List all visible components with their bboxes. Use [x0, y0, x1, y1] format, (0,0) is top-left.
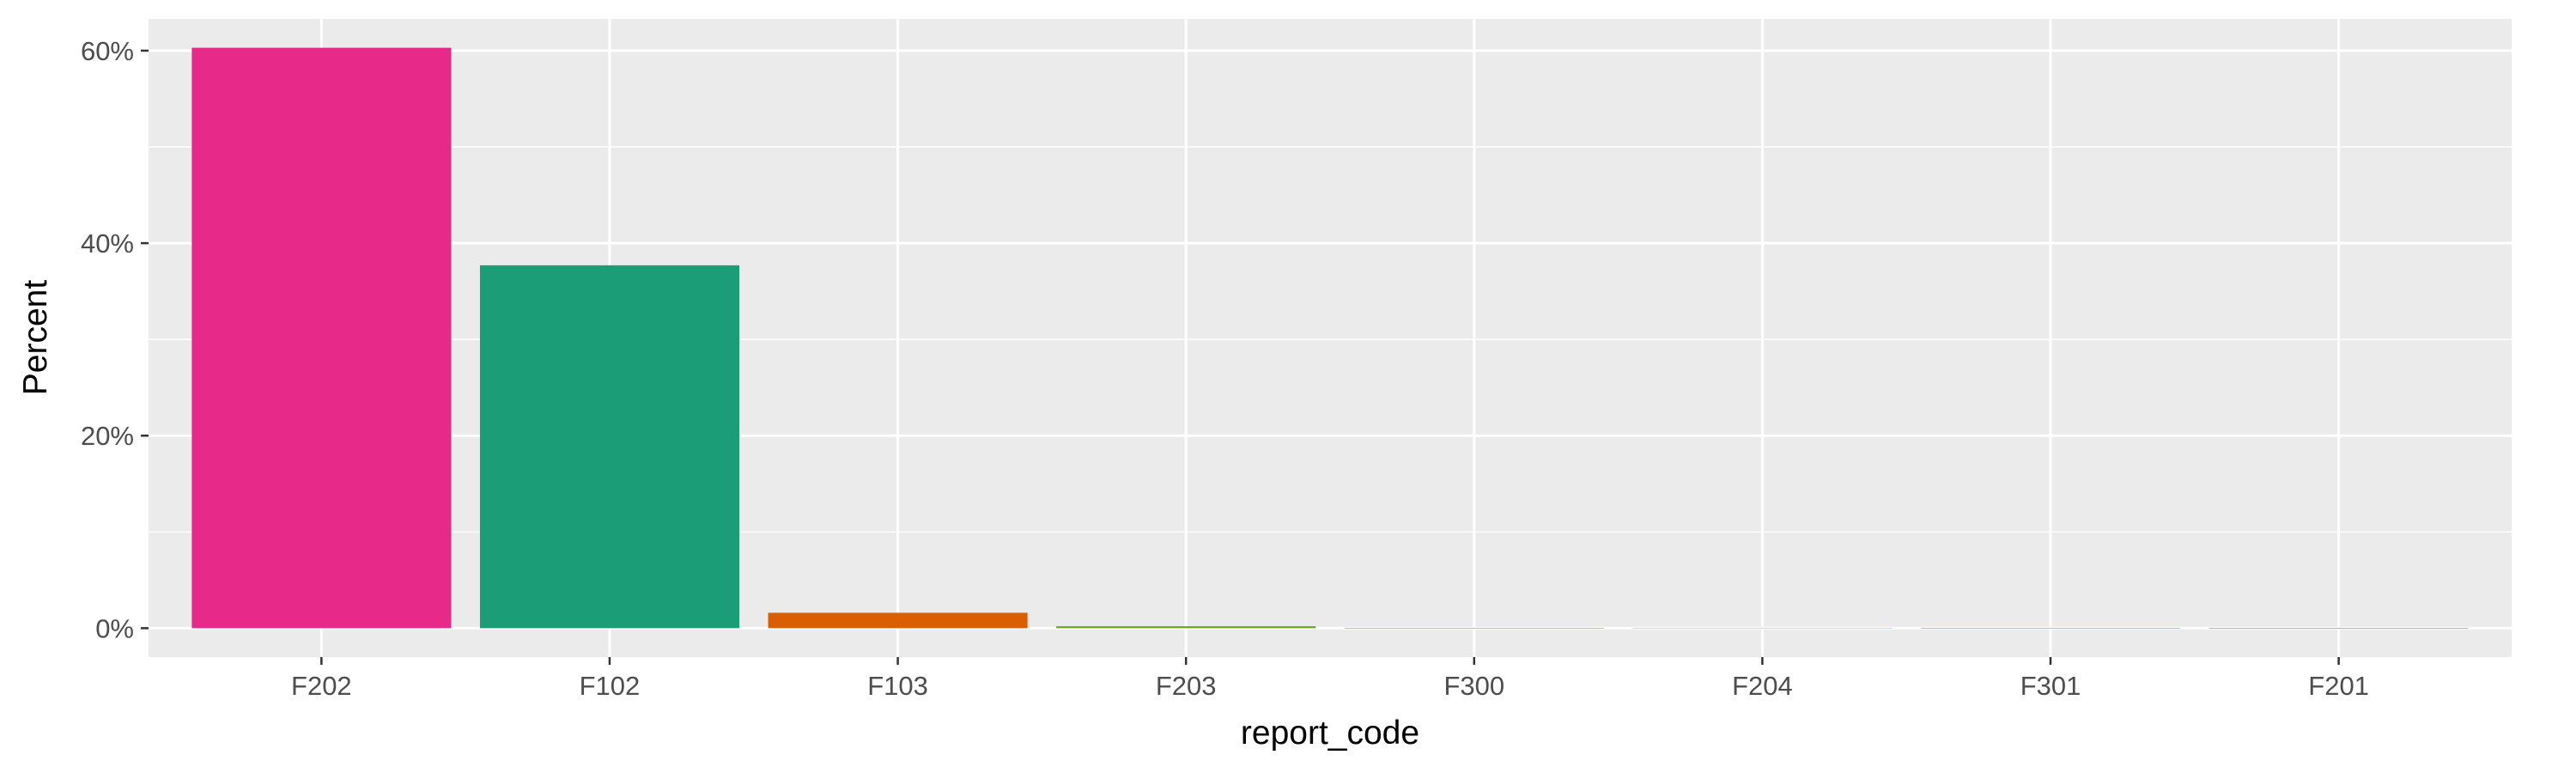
bar-f103 [768, 612, 1028, 629]
x-tick-label: F204 [1732, 671, 1793, 701]
bar-f204 [1632, 628, 1893, 629]
x-axis-title: report_code [1241, 715, 1419, 752]
bars [191, 47, 2469, 629]
bar-f202 [191, 47, 452, 629]
x-tick-label: F300 [1443, 671, 1504, 701]
y-axis-ticks: 0% 20% 40% 60% [81, 36, 149, 643]
bar-f301 [1921, 628, 2181, 629]
x-tick-label: F102 [580, 671, 641, 701]
x-tick-label: F203 [1156, 671, 1217, 701]
bar-f300 [1344, 628, 1604, 629]
y-tick-label: 20% [81, 421, 134, 451]
x-tick-label: F103 [867, 671, 928, 701]
x-tick-label: F301 [2020, 671, 2081, 701]
x-tick-label: F202 [291, 671, 352, 701]
y-tick-label: 60% [81, 36, 134, 66]
y-tick-label: 0% [95, 613, 134, 643]
x-axis-ticks: F202 F102 F103 F203 F300 F204 F301 F201 [291, 657, 2369, 701]
bar-f102 [479, 265, 739, 629]
x-tick-label: F201 [2308, 671, 2369, 701]
y-tick-label: 40% [81, 228, 134, 259]
y-axis-title: Percent [17, 280, 54, 396]
bar-f201 [2208, 628, 2469, 629]
bar-f203 [1056, 626, 1316, 629]
